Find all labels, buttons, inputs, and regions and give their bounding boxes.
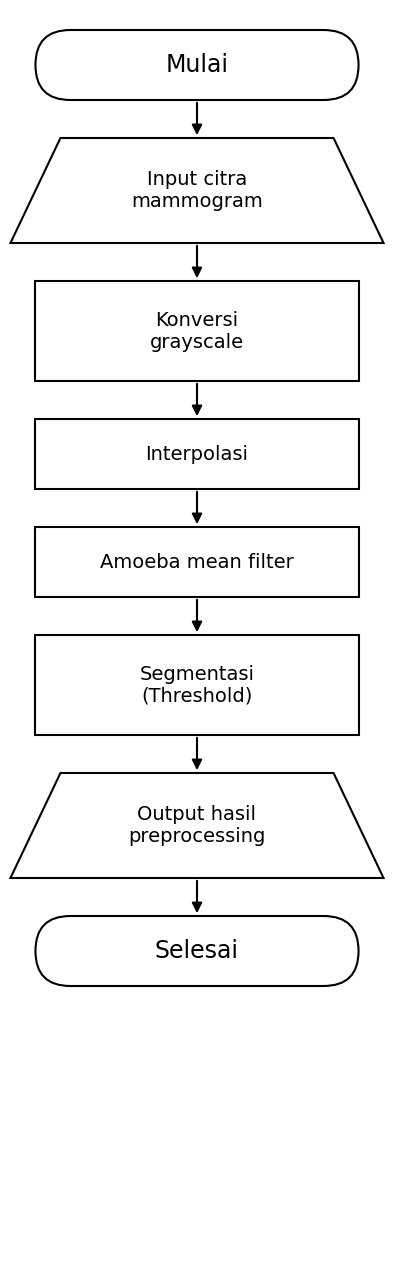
Text: Konversi
grayscale: Konversi grayscale bbox=[150, 311, 244, 351]
Text: Amoeba mean filter: Amoeba mean filter bbox=[100, 553, 294, 572]
Polygon shape bbox=[11, 138, 383, 243]
Bar bbox=[35, 418, 359, 489]
Text: Segmentasi
(Threshold): Segmentasi (Threshold) bbox=[139, 664, 255, 705]
Text: Interpolasi: Interpolasi bbox=[145, 445, 249, 464]
Bar bbox=[35, 281, 359, 380]
FancyBboxPatch shape bbox=[35, 915, 359, 987]
Text: Selesai: Selesai bbox=[155, 940, 239, 962]
Bar bbox=[35, 527, 359, 597]
Text: Input citra
mammogram: Input citra mammogram bbox=[131, 170, 263, 210]
Text: Output hasil
preprocessing: Output hasil preprocessing bbox=[128, 805, 266, 846]
FancyBboxPatch shape bbox=[35, 30, 359, 100]
Polygon shape bbox=[11, 773, 383, 877]
Text: Mulai: Mulai bbox=[165, 53, 229, 77]
Bar bbox=[35, 635, 359, 735]
